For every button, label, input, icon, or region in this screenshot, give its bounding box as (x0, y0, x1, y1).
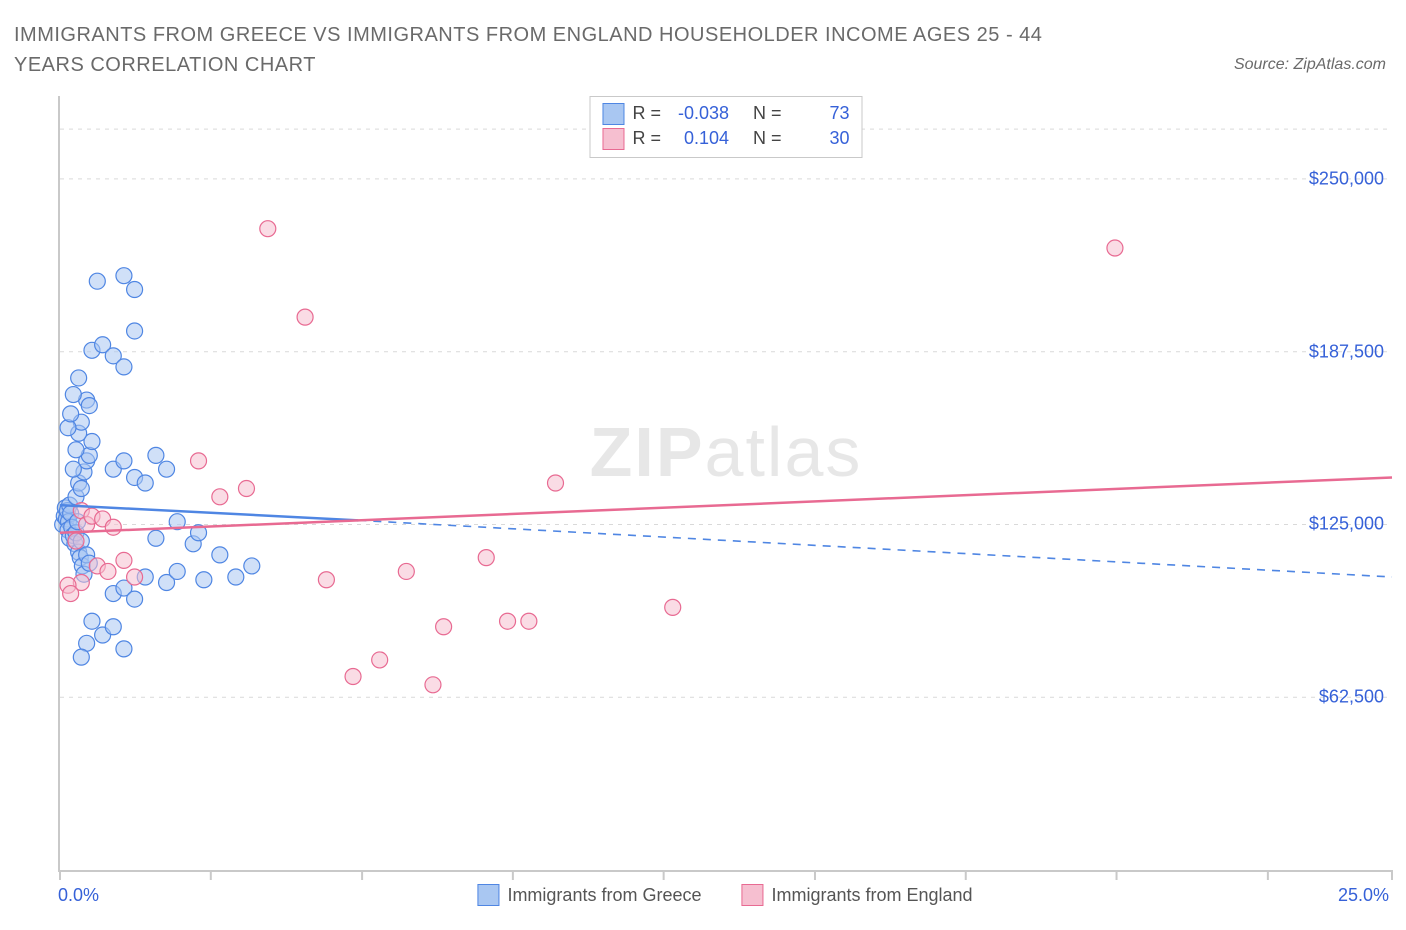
data-point (73, 649, 89, 665)
statbox-row: R = -0.038 N = 73 (602, 101, 849, 126)
data-point (436, 619, 452, 635)
chart-container: IMMIGRANTS FROM GREECE VS IMMIGRANTS FRO… (0, 0, 1406, 930)
data-point (196, 572, 212, 588)
legend-swatch (602, 103, 624, 125)
series-legend: Immigrants from Greece Immigrants from En… (477, 884, 972, 906)
source-label: Source: ZipAtlas.com (1234, 56, 1386, 74)
data-point (244, 558, 260, 574)
data-point (73, 481, 89, 497)
data-point (318, 572, 334, 588)
data-point (127, 569, 143, 585)
data-point (372, 652, 388, 668)
data-point (127, 282, 143, 298)
stat-r-value: 0.104 (669, 126, 729, 151)
data-point (65, 461, 81, 477)
chart-title: IMMIGRANTS FROM GREECE VS IMMIGRANTS FRO… (14, 20, 1114, 80)
data-point (345, 669, 361, 685)
x-tick-label: 25.0% (1338, 885, 1389, 906)
data-point (191, 453, 207, 469)
data-point (297, 309, 313, 325)
data-point (68, 442, 84, 458)
plot-svg (60, 96, 1392, 870)
data-point (116, 268, 132, 284)
data-point (116, 552, 132, 568)
data-point (60, 420, 76, 436)
y-tick-label: $250,000 (1309, 168, 1384, 189)
data-point (148, 530, 164, 546)
data-point (63, 406, 79, 422)
legend-swatch (602, 128, 624, 150)
data-point (100, 563, 116, 579)
y-tick-label: $62,500 (1319, 687, 1384, 708)
data-point (116, 453, 132, 469)
legend-swatch (741, 884, 763, 906)
stat-n-label: N = (753, 126, 782, 151)
data-point (169, 563, 185, 579)
x-tick-label: 0.0% (58, 885, 99, 906)
data-point (148, 447, 164, 463)
data-point (425, 677, 441, 693)
data-point (500, 613, 516, 629)
data-point (212, 489, 228, 505)
data-point (81, 398, 97, 414)
data-point (84, 613, 100, 629)
data-point (238, 481, 254, 497)
legend-item: Immigrants from England (741, 884, 972, 906)
data-point (521, 613, 537, 629)
data-point (105, 519, 121, 535)
stat-r-label: R = (632, 126, 661, 151)
data-point (478, 550, 494, 566)
stat-r-value: -0.038 (669, 101, 729, 126)
y-tick-label: $125,000 (1309, 514, 1384, 535)
data-point (63, 586, 79, 602)
data-point (65, 387, 81, 403)
stat-n-label: N = (753, 101, 782, 126)
plot-wrap: Householder Income Ages 25 - 44 years ZI… (14, 96, 1392, 916)
data-point (212, 547, 228, 563)
stat-n-value: 73 (790, 101, 850, 126)
plot-area: ZIPatlas R =-0.038N =73R =0.104N =30 $62… (58, 96, 1392, 872)
stat-n-value: 30 (790, 126, 850, 151)
legend-swatch (477, 884, 499, 906)
data-point (105, 619, 121, 635)
data-point (68, 533, 84, 549)
y-tick-label: $187,500 (1309, 341, 1384, 362)
data-point (228, 569, 244, 585)
data-point (116, 641, 132, 657)
data-point (665, 599, 681, 615)
data-point (1107, 240, 1123, 256)
legend-item: Immigrants from Greece (477, 884, 701, 906)
data-point (127, 323, 143, 339)
data-point (89, 273, 105, 289)
data-point (548, 475, 564, 491)
legend-label: Immigrants from England (771, 885, 972, 906)
data-point (116, 359, 132, 375)
x-axis-area: 0.0%25.0% Immigrants from GreeceImmigran… (58, 872, 1392, 916)
data-point (398, 563, 414, 579)
data-point (127, 591, 143, 607)
data-point (137, 475, 153, 491)
correlation-stats-box: R = -0.038 N = 73 R = 0.104 N = 30 (589, 96, 862, 158)
data-point (71, 370, 87, 386)
stat-r-label: R = (632, 101, 661, 126)
data-point (260, 221, 276, 237)
statbox-row: R = 0.104 N = 30 (602, 126, 849, 151)
legend-label: Immigrants from Greece (507, 885, 701, 906)
data-point (159, 461, 175, 477)
